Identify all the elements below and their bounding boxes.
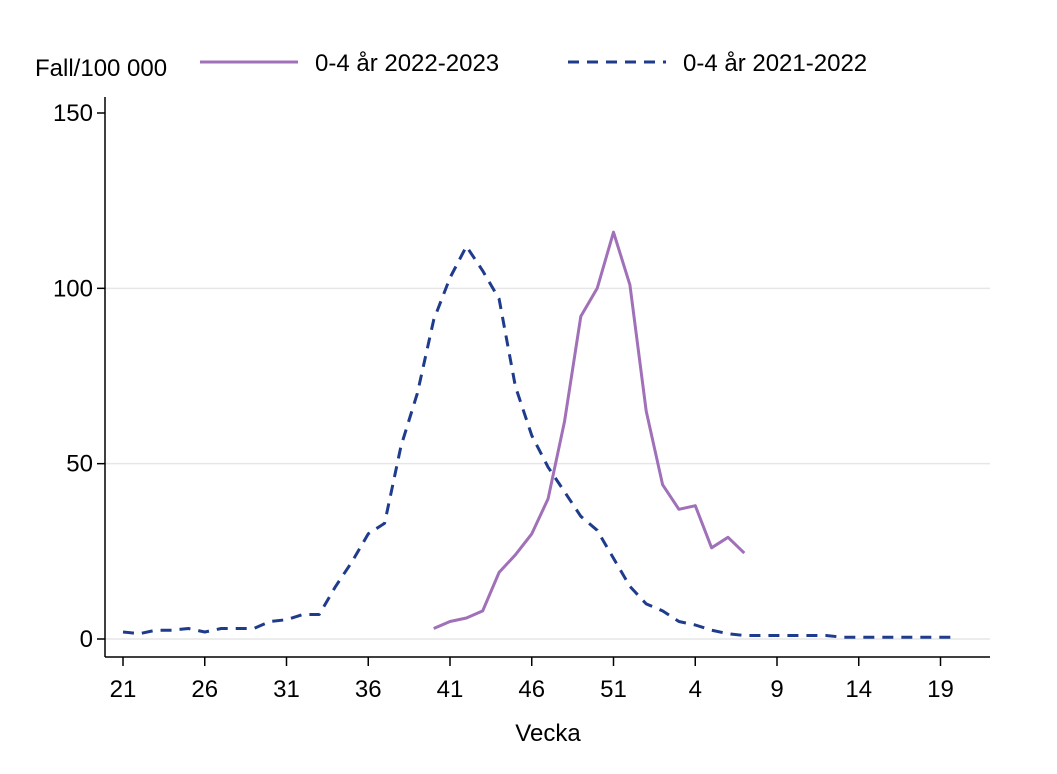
x-tick-label: 51 <box>600 676 627 703</box>
series-lines <box>122 230 957 639</box>
x-tick-label: 41 <box>437 676 464 703</box>
series-line-0 <box>433 230 746 630</box>
y-tick-label: 50 <box>66 451 93 478</box>
x-axis-title: Vecka <box>515 720 581 747</box>
x-tick-label: 36 <box>355 676 382 703</box>
x-tick-label: 14 <box>845 676 872 703</box>
x-tick-label: 19 <box>927 676 954 703</box>
x-tick-label: 4 <box>689 676 702 703</box>
series-line-1 <box>122 244 957 639</box>
axes <box>104 97 990 658</box>
x-tick-label: 31 <box>273 676 300 703</box>
y-tick-label: 100 <box>53 275 93 302</box>
y-axis-title: Fall/100 000 <box>35 55 167 82</box>
legend-label-1: 0-4 år 2021-2022 <box>683 50 867 77</box>
x-tick-label: 9 <box>770 676 783 703</box>
y-tick-label: 0 <box>80 626 93 653</box>
x-tick-label: 46 <box>518 676 545 703</box>
y-tick-label: 150 <box>53 100 93 127</box>
x-tick-label: 21 <box>110 676 137 703</box>
x-ticks: 21 26 31 36 41 46 51 4 9 14 19 <box>110 657 954 703</box>
legend: 0-4 år 2022-2023 0-4 år 2021-2022 <box>200 50 867 77</box>
x-tick-label: 26 <box>191 676 218 703</box>
y-ticks: 0 50 100 150 <box>53 100 105 653</box>
legend-label-0: 0-4 år 2022-2023 <box>315 50 499 77</box>
